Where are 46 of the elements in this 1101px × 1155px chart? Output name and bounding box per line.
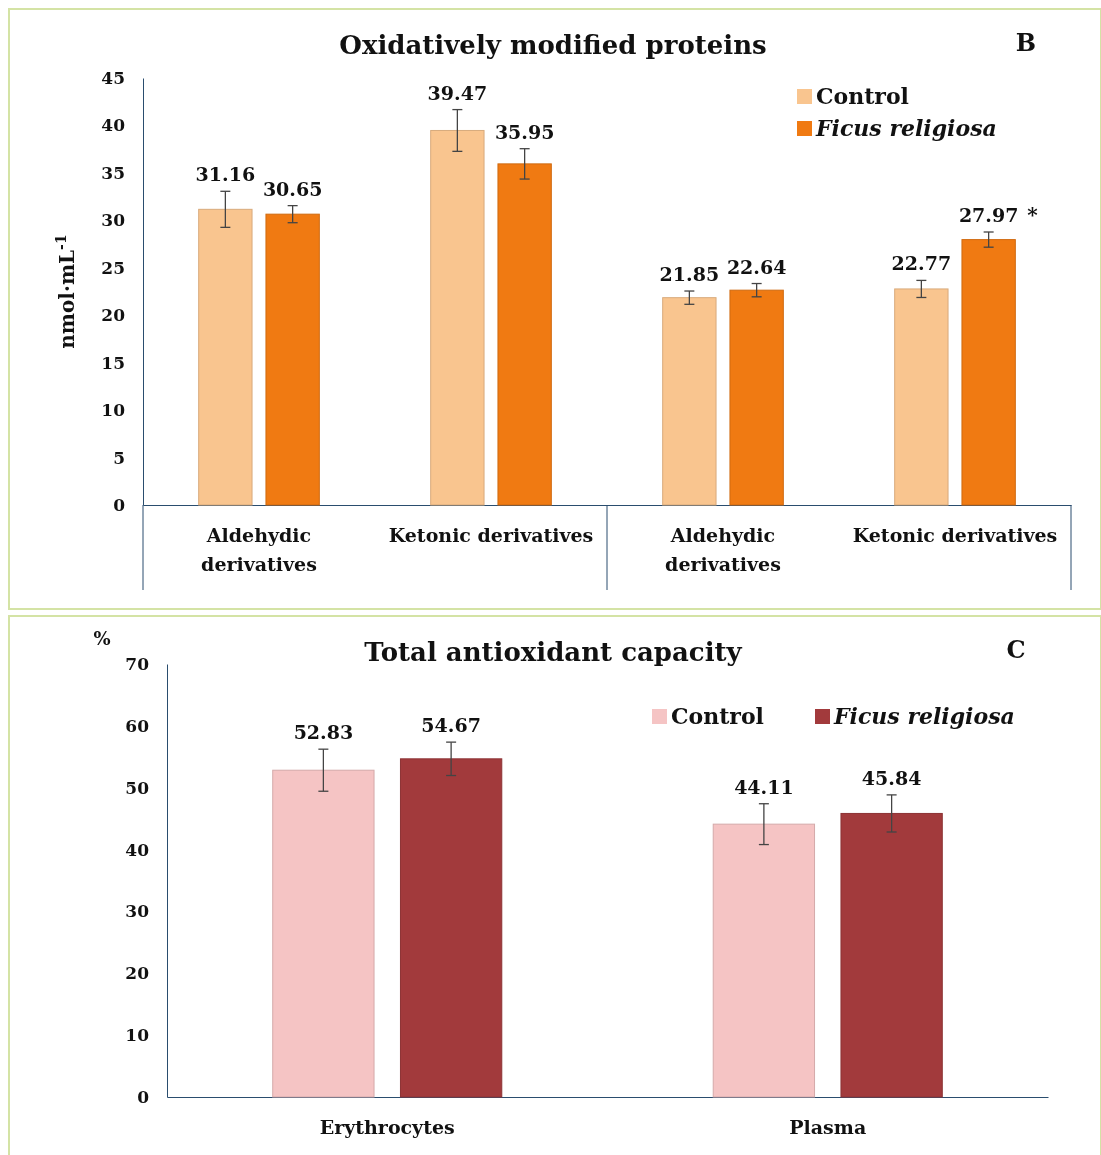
legend-label: Ficus religiosa [833,703,1015,729]
chart-title: Total antioxidant capacity [364,637,743,667]
y-tick-label: 50 [125,777,150,798]
x-tick-label: Aldehydic derivatives [665,524,781,575]
y-tick-label: 25 [101,257,125,278]
y-tick-label: 15 [101,352,125,373]
data-label: 22.64 [726,255,787,278]
x-tick-label: Plasma [789,1116,867,1138]
text: C [1006,635,1026,664]
y-tick-label: 20 [101,305,126,326]
y-tick-label: 70 [125,653,150,674]
data-label: 35.95 [494,120,555,143]
y-tick-label: 0 [137,1086,150,1107]
y-tick-label: 30 [101,210,126,231]
y-tick-label: 30 [125,901,150,922]
data-label: 21.85 [659,263,720,286]
y-tick-label: 10 [101,400,126,421]
y-tick-label: 10 [125,1025,150,1046]
data-label: 31.16 [195,163,256,186]
y-tick-label: 20 [125,963,150,984]
y-tick-label: 5 [113,447,125,468]
data-label: 30.65 [262,177,323,200]
data-label: 22.77 [891,252,952,275]
x-tick-label: Ketonic derivatives [388,524,594,546]
data-label: 52.83 [293,721,354,744]
y-tick-label: 35 [101,162,125,183]
data-label: 45.84 [861,766,922,789]
y-tick-label: 40 [101,115,126,136]
x-tick-label: Ketonic derivatives [852,524,1058,546]
data-label: 39.47 [427,81,488,104]
x-tick-label: Aldehydic derivatives [201,524,317,575]
text: B [1015,28,1037,57]
chart-title: Oxidatively modified proteins [339,30,767,60]
legend-label: Control [671,703,764,729]
y-tick-label: 0 [113,494,126,515]
annotation: * [1027,203,1039,227]
data-label: 54.67 [421,714,481,737]
legend-label: Ficus religiosa [815,115,997,141]
y-axis-title: % [93,628,111,649]
y-tick-label: 40 [125,839,150,860]
legend-label: Control [816,83,909,109]
data-label: 27.97 [958,204,1019,226]
data-label: 44.11 [734,775,794,798]
x-tick-label: Erythrocytes [319,1116,455,1138]
y-tick-label: 45 [101,67,125,88]
y-tick-label: 60 [125,715,150,736]
